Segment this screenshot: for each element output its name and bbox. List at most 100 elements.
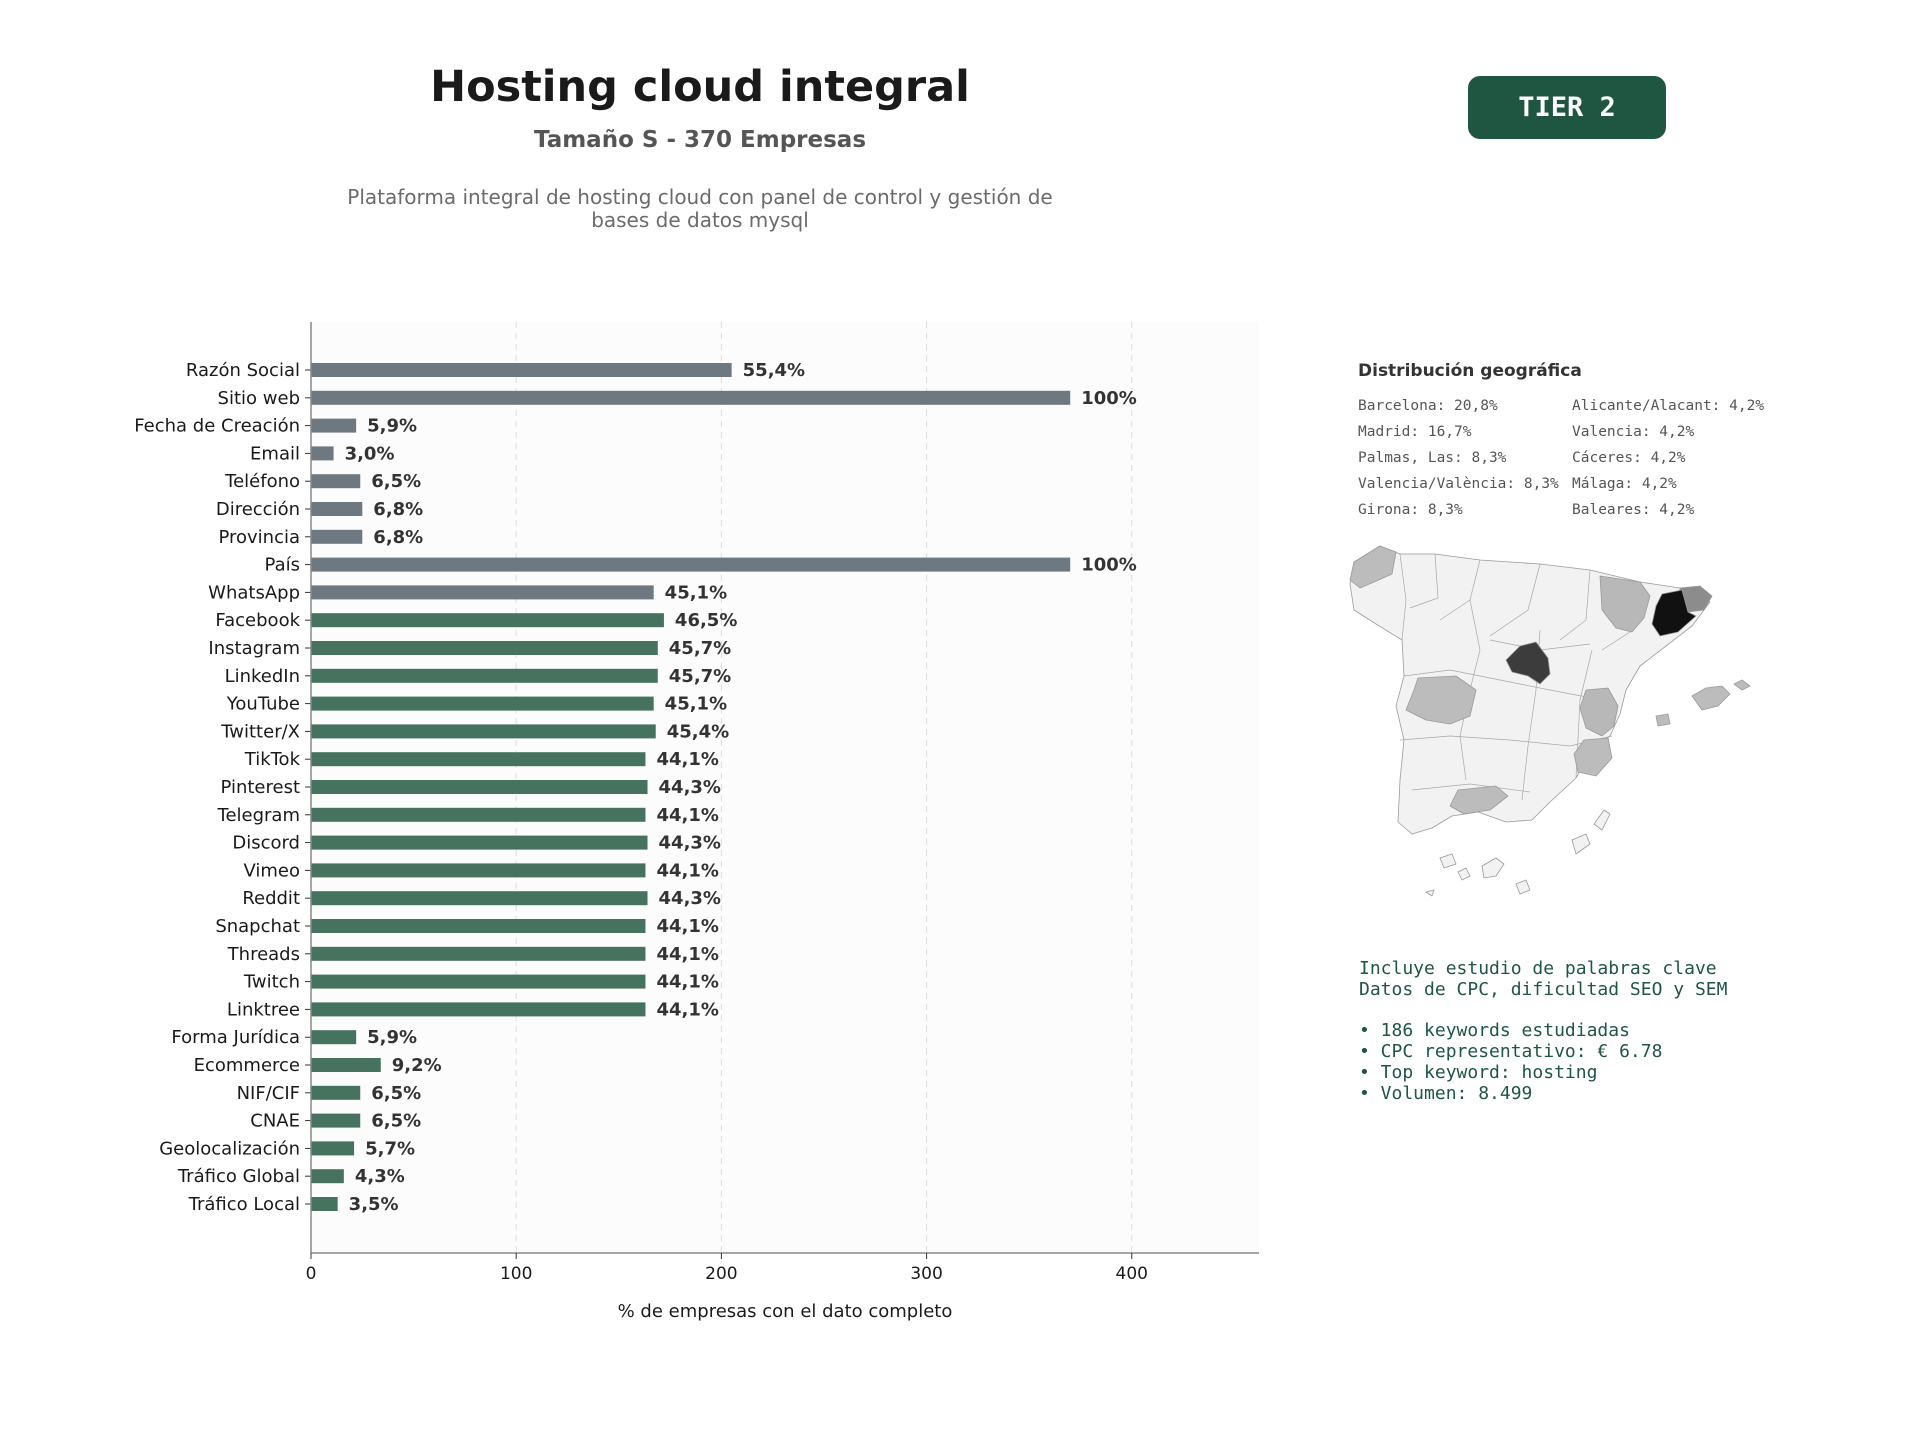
y-tick-label: Geolocalización bbox=[159, 1138, 300, 1159]
bar bbox=[311, 1113, 361, 1128]
y-tick-label: Twitter/X bbox=[220, 721, 300, 742]
data-label: 45,4% bbox=[667, 721, 729, 742]
map-island bbox=[1425, 889, 1435, 897]
bar bbox=[311, 474, 361, 489]
data-label: 3,5% bbox=[349, 1194, 399, 1215]
y-tick-label: Pinterest bbox=[220, 777, 300, 798]
data-label: 6,8% bbox=[373, 499, 423, 520]
description-line: bases de datos mysql bbox=[591, 208, 809, 232]
bar bbox=[311, 613, 664, 628]
data-label: 9,2% bbox=[392, 1055, 442, 1076]
geo-item: Girona: 8,3% bbox=[1358, 502, 1463, 518]
y-tick-label: Linktree bbox=[227, 999, 300, 1020]
y-tick-label: Ecommerce bbox=[194, 1055, 300, 1076]
data-label: 6,5% bbox=[371, 471, 421, 492]
data-label: 44,1% bbox=[656, 916, 718, 937]
x-tick-label: 0 bbox=[306, 1264, 317, 1284]
bar bbox=[311, 974, 646, 989]
data-label: 46,5% bbox=[675, 610, 737, 631]
bar bbox=[311, 641, 658, 655]
y-tick-label: Teléfono bbox=[224, 471, 300, 492]
y-tick-label: Dirección bbox=[216, 499, 300, 520]
y-tick-label: TikTok bbox=[244, 749, 301, 770]
map-island bbox=[1439, 853, 1457, 869]
data-label: 100% bbox=[1081, 555, 1137, 576]
y-tick-label: WhatsApp bbox=[208, 582, 300, 603]
bar bbox=[311, 780, 648, 794]
data-label: 100% bbox=[1081, 388, 1137, 409]
map-region-coruna bbox=[1349, 545, 1397, 589]
data-label: 44,3% bbox=[659, 833, 721, 854]
bar-chart: Razón Social 55,4% Sitio web 100% Fecha de C… bbox=[134, 322, 1259, 1322]
map-island bbox=[1571, 833, 1591, 855]
map-island bbox=[1593, 809, 1611, 831]
data-label: 4,3% bbox=[355, 1166, 405, 1187]
bar bbox=[311, 418, 357, 433]
data-label: 44,3% bbox=[659, 888, 721, 909]
data-label: 44,1% bbox=[656, 944, 718, 965]
description-line: Plataforma integral de hosting cloud con… bbox=[347, 185, 1053, 209]
y-tick-label: Forma Jurídica bbox=[171, 1027, 300, 1048]
bar bbox=[311, 668, 658, 683]
y-tick-label: Reddit bbox=[242, 888, 300, 909]
data-label: 44,1% bbox=[656, 972, 718, 993]
y-tick-label: Instagram bbox=[208, 638, 300, 659]
description: Plataforma integral de hosting cloud con… bbox=[330, 186, 1070, 232]
bar bbox=[311, 1197, 338, 1211]
data-label: 55,4% bbox=[743, 360, 805, 381]
y-tick-label: Snapchat bbox=[215, 916, 300, 937]
map-region-baleares bbox=[1691, 685, 1731, 711]
map-region-madrid bbox=[1505, 641, 1551, 685]
data-label: 6,5% bbox=[371, 1111, 421, 1132]
data-label: 6,5% bbox=[371, 1083, 421, 1104]
geo-item: Baleares: 4,2% bbox=[1572, 502, 1695, 518]
map-region-alicante bbox=[1573, 737, 1613, 777]
y-tick-label: Provincia bbox=[218, 527, 300, 548]
y-tick-label: Tráfico Global bbox=[177, 1166, 300, 1187]
keywords-line: Datos de CPC, dificultad SEO y SEM bbox=[1359, 979, 1728, 1000]
y-tick-label: Fecha de Creación bbox=[134, 416, 300, 437]
keyword-bullet: • CPC representativo: € 6.78 bbox=[1359, 1041, 1663, 1062]
bar bbox=[311, 807, 646, 822]
bar bbox=[311, 557, 1071, 572]
data-label: 44,1% bbox=[656, 805, 718, 826]
map-island bbox=[1515, 879, 1531, 895]
data-label: 45,1% bbox=[665, 582, 727, 603]
geo-title: Distribución geográfica bbox=[1358, 361, 1582, 381]
y-tick-label: Razón Social bbox=[186, 360, 300, 381]
y-tick-label: YouTube bbox=[226, 694, 300, 715]
geo-item: Málaga: 4,2% bbox=[1572, 476, 1677, 492]
tier-badge: TIER 2 bbox=[1468, 76, 1666, 139]
bar bbox=[311, 363, 732, 377]
geo-item: Valencia/València: 8,3% bbox=[1358, 476, 1559, 492]
data-label: 5,7% bbox=[365, 1138, 415, 1159]
y-tick-label: LinkedIn bbox=[225, 666, 300, 687]
bar bbox=[311, 502, 363, 516]
x-tick-label: 200 bbox=[705, 1264, 737, 1284]
page-subtitle: Tamaño S - 370 Empresas bbox=[533, 127, 867, 153]
data-label: 45,1% bbox=[665, 694, 727, 715]
y-tick-label: Twitch bbox=[243, 972, 300, 993]
data-label: 44,3% bbox=[659, 777, 721, 798]
bar bbox=[311, 1169, 344, 1184]
data-label: 44,1% bbox=[656, 749, 718, 770]
keyword-bullet: • Top keyword: hosting bbox=[1359, 1062, 1598, 1083]
bar bbox=[311, 1058, 381, 1072]
bar bbox=[311, 1141, 355, 1156]
data-label: 45,7% bbox=[669, 638, 731, 659]
y-tick-label: NIF/CIF bbox=[237, 1083, 300, 1104]
bar bbox=[311, 1085, 361, 1100]
geo-item: Valencia: 4,2% bbox=[1572, 424, 1695, 440]
bar bbox=[311, 390, 1071, 405]
bar bbox=[311, 891, 648, 906]
y-tick-label: Threads bbox=[227, 944, 300, 965]
data-label: 6,8% bbox=[373, 527, 423, 548]
map-region-caceres bbox=[1405, 675, 1477, 725]
bar bbox=[311, 446, 334, 461]
bar bbox=[311, 835, 648, 850]
map-region-huesca bbox=[1599, 575, 1651, 633]
x-tick-label: 400 bbox=[1116, 1264, 1148, 1284]
data-label: 3,0% bbox=[345, 443, 395, 464]
bar bbox=[311, 946, 646, 961]
y-tick-label: Sitio web bbox=[218, 388, 300, 409]
